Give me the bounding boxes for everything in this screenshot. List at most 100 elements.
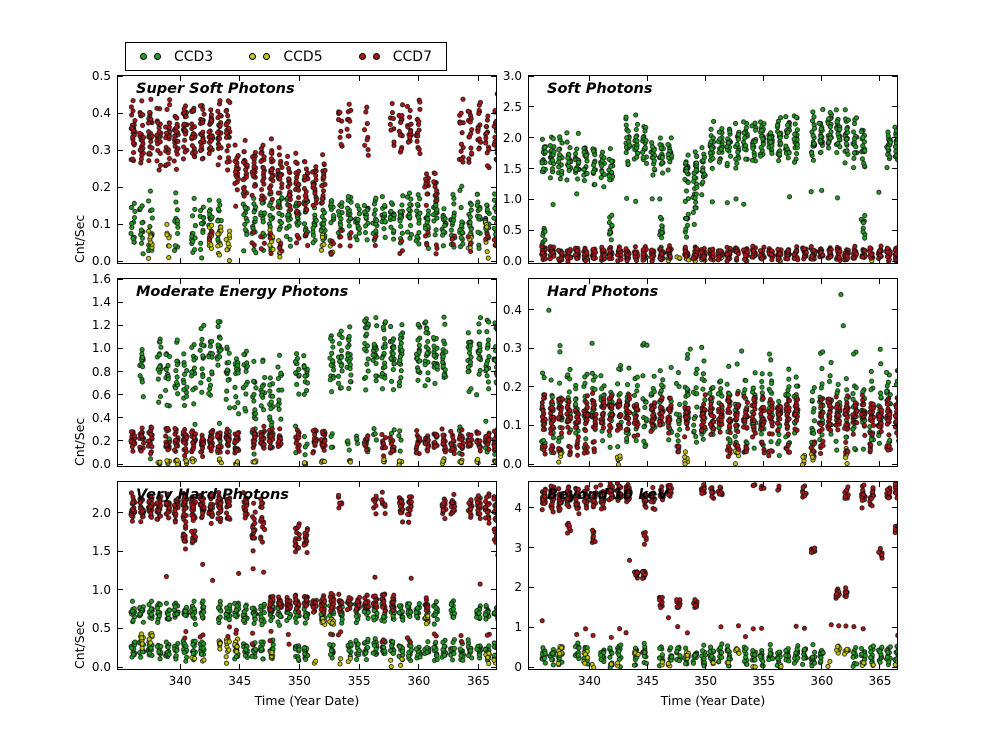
x-tick-mark [298, 279, 300, 284]
y-tick-mark [529, 198, 534, 200]
x-tick-label: 355 [347, 674, 371, 688]
y-tick-label: 0.5 [91, 69, 111, 83]
y-tick-label: 0.0 [91, 457, 111, 471]
x-tick-mark [821, 279, 823, 284]
y-tick-label: 0 [514, 660, 522, 674]
subplot-moderate-energy-photons: Moderate Energy Photons 0.0 0.2 0.4 0.6 0.8 1… [72, 273, 497, 470]
x-tick-mark [821, 76, 823, 81]
x-tick-mark [763, 258, 765, 263]
x-tick-mark [879, 279, 881, 284]
y-tick-mark [118, 278, 123, 280]
x-tick-mark [763, 482, 765, 487]
y-tick-mark [491, 301, 496, 303]
x-tick-mark [588, 482, 590, 487]
y-tick-mark [118, 440, 123, 442]
scatter-canvas [529, 279, 897, 466]
y-tick-mark [892, 386, 897, 388]
legend-entry-ccd7: CCD7 [358, 48, 432, 65]
x-tick-mark [239, 482, 241, 487]
x-tick-mark [705, 461, 707, 466]
y-tick-label: 2 [514, 580, 522, 595]
x-tick-mark [298, 461, 300, 466]
x-tick-mark [705, 258, 707, 263]
x-tick-label: 365 [868, 674, 892, 688]
x-tick-mark [879, 482, 881, 487]
x-tick-label: 350 [287, 674, 311, 688]
x-tick-mark [763, 461, 765, 466]
ccd5-marker-icon [249, 53, 257, 60]
y-tick-label: 0.3 [91, 143, 111, 157]
x-tick-mark [588, 258, 590, 263]
legend-label-ccd5: CCD5 [283, 48, 323, 65]
y-tick-mark [892, 586, 897, 588]
x-tick-mark [821, 258, 823, 263]
y-tick-mark [529, 168, 534, 169]
y-tick-mark [892, 347, 897, 349]
y-tick-label: 1 [514, 620, 522, 635]
y-tick-label: 2.5 [502, 99, 522, 114]
y-tick-label: 1.0 [91, 582, 111, 597]
ccd7-marker-icon [358, 53, 366, 60]
y-tick-mark [892, 75, 897, 77]
y-tick-mark [491, 324, 496, 326]
y-tick-mark [529, 75, 534, 77]
y-tick-mark [892, 507, 897, 509]
x-tick-mark [705, 482, 707, 487]
y-tick-label: 0.2 [91, 180, 111, 194]
x-tick-mark [358, 258, 360, 263]
x-tick-label: 355 [752, 674, 776, 688]
y-tick-mark [892, 547, 897, 549]
y-tick-label: 0.0 [91, 254, 111, 268]
x-tick-mark [763, 664, 765, 669]
y-tick-label: 0.4 [91, 106, 111, 120]
y-tick-mark [118, 371, 123, 372]
y-tick-mark [529, 626, 534, 628]
y-tick-mark [491, 371, 496, 372]
x-tick-mark [588, 279, 590, 284]
x-tick-mark [179, 279, 181, 284]
x-tick-mark [418, 482, 420, 487]
x-tick-label: 350 [694, 674, 718, 688]
y-tick-mark [118, 512, 123, 514]
x-tick-mark [879, 664, 881, 669]
y-tick-mark [529, 137, 534, 139]
x-tick-label: 360 [810, 674, 834, 688]
y-tick-mark [491, 666, 496, 668]
y-tick-mark [491, 223, 496, 225]
x-tick-mark [647, 461, 648, 466]
y-tick-label: 0.3 [502, 341, 522, 356]
x-tick-mark [879, 461, 881, 466]
y-tick-mark [491, 347, 496, 349]
y-tick-mark [118, 75, 123, 77]
y-tick-mark [491, 463, 496, 465]
legend-entry-ccd3: CCD3 [140, 49, 213, 65]
scatter-canvas [118, 76, 496, 263]
x-tick-mark [879, 258, 881, 263]
y-tick-label: 2.0 [502, 130, 522, 145]
x-tick-mark [879, 76, 881, 81]
legend-label-ccd7: CCD7 [392, 48, 432, 65]
y-tick-mark [118, 149, 123, 151]
y-tick-mark [118, 186, 123, 188]
y-tick-label: 0.2 [502, 379, 522, 394]
y-tick-label: 0.0 [502, 254, 522, 268]
x-tick-label: 345 [228, 674, 252, 688]
y-tick-mark [118, 324, 123, 326]
x-tick-mark [477, 76, 479, 81]
x-tick-mark [418, 258, 420, 263]
subplot-soft-photons: Soft Photons 0.0 0.5 1.0 1.5 2.0 2.5 3.0 [503, 70, 898, 267]
y-tick-mark [491, 440, 496, 442]
legend-entry-ccd5: CCD5 [249, 48, 323, 65]
y-tick-mark [118, 417, 123, 419]
x-tick-mark [418, 279, 420, 284]
y-tick-mark [491, 512, 496, 514]
x-tick-mark [647, 258, 648, 263]
x-tick-label: 365 [467, 674, 490, 688]
y-tick-mark [529, 547, 534, 549]
x-tick-mark [179, 461, 181, 466]
x-tick-mark [298, 76, 300, 81]
y-tick-mark [529, 309, 534, 311]
x-tick-mark [647, 76, 648, 81]
subplot-super-soft-photons: Super Soft Photons 0.0 0.1 0.2 0.3 0.4 0.5 Cnt… [72, 70, 497, 267]
x-tick-mark [358, 664, 360, 669]
